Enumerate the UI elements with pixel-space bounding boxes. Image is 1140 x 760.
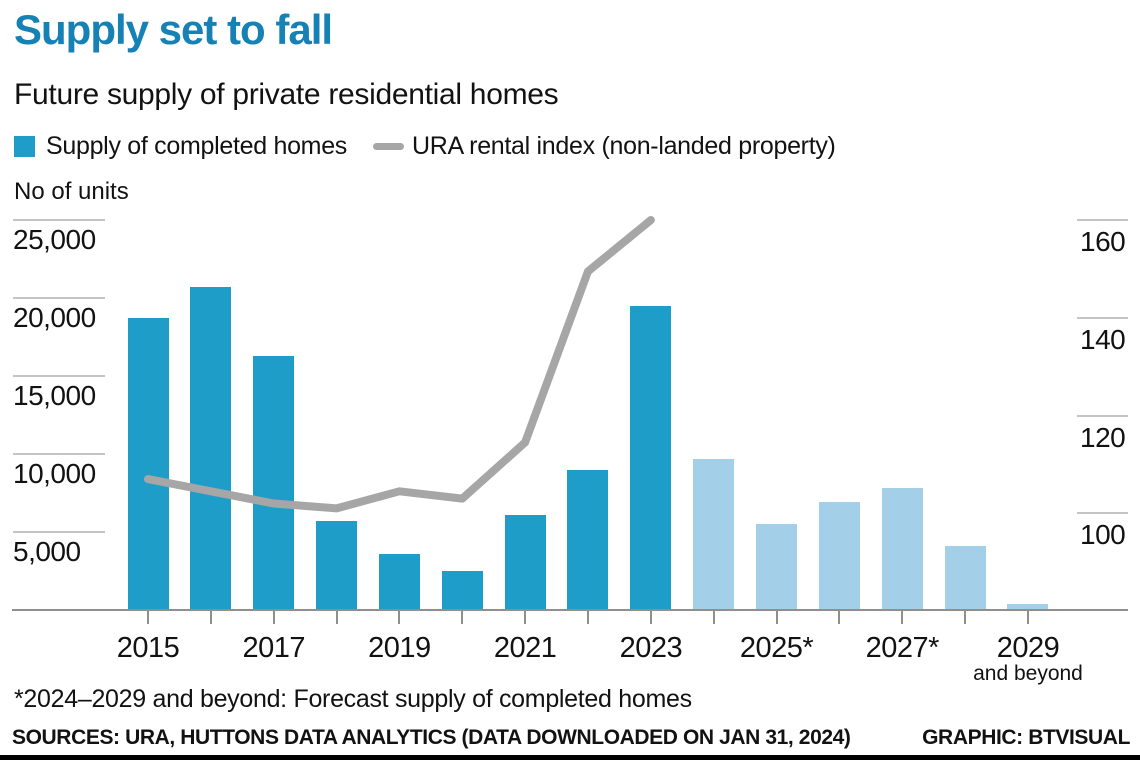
right-axis-label: 100 bbox=[1080, 519, 1126, 551]
right-gridline bbox=[1077, 219, 1128, 222]
x-axis-tick bbox=[775, 611, 778, 624]
bar-2021 bbox=[504, 514, 546, 610]
source-text: SOURCES: URA, HUTTONS DATA ANALYTICS (DA… bbox=[12, 726, 851, 749]
right-axis-label: 140 bbox=[1080, 323, 1126, 355]
right-axis-label: 120 bbox=[1080, 421, 1126, 453]
chart-title: Supply set to fall bbox=[14, 6, 333, 53]
bar-series-swatch-icon bbox=[14, 136, 35, 157]
right-gridline bbox=[1077, 414, 1128, 417]
x-axis-tick bbox=[524, 611, 527, 624]
line-series-label: URA rental index (non-landed property) bbox=[412, 132, 836, 160]
x-axis-tick bbox=[964, 611, 967, 624]
left-axis-label: 20,000 bbox=[13, 302, 96, 333]
bar-2018 bbox=[316, 521, 358, 610]
x-axis-tick bbox=[461, 611, 464, 624]
x-axis-tick bbox=[649, 611, 652, 624]
left-axis-label: 5,000 bbox=[13, 536, 81, 567]
left-axis-label: 15,000 bbox=[13, 380, 96, 411]
x-axis-label: 2029 bbox=[996, 632, 1060, 664]
left-gridline bbox=[13, 453, 105, 455]
left-gridline bbox=[13, 219, 105, 221]
line-series-swatch-icon bbox=[373, 143, 405, 150]
x-axis-tick bbox=[901, 611, 904, 624]
x-axis-tick bbox=[398, 611, 401, 624]
right-gridline bbox=[1077, 512, 1128, 515]
bar-2026-forecast bbox=[818, 502, 860, 610]
x-axis-tick bbox=[1026, 611, 1029, 624]
x-axis-line bbox=[12, 609, 1128, 611]
x-axis-tick bbox=[586, 611, 589, 624]
x-axis-label: 2021 bbox=[493, 632, 557, 664]
chart-subtitle: Future supply of private residential hom… bbox=[14, 78, 559, 111]
bar-series-label: Supply of completed homes bbox=[46, 132, 348, 160]
legend: Supply of completed homes URA rental ind… bbox=[14, 132, 836, 161]
y-axis-title: No of units bbox=[14, 178, 129, 205]
x-axis-label: 2027* bbox=[865, 632, 940, 664]
source-row: SOURCES: URA, HUTTONS DATA ANALYTICS (DA… bbox=[12, 726, 1130, 750]
bottom-rule bbox=[0, 755, 1140, 760]
x-axis-label: 2025* bbox=[739, 632, 814, 664]
bar-2017 bbox=[253, 355, 295, 610]
x-axis-tick bbox=[147, 611, 149, 624]
bar-2027-forecast bbox=[881, 488, 923, 610]
bar-2016 bbox=[190, 287, 232, 610]
left-gridline bbox=[13, 297, 105, 299]
bar-2015 bbox=[127, 318, 169, 610]
x-axis-sublabel: and beyond bbox=[973, 662, 1083, 685]
bar-2019 bbox=[378, 553, 420, 610]
bar-2020 bbox=[441, 571, 483, 610]
x-axis-tick bbox=[272, 611, 275, 624]
x-axis-label: 2017 bbox=[242, 632, 305, 664]
credit-text: GRAPHIC: BTVISUAL bbox=[922, 726, 1130, 749]
left-axis-label: 10,000 bbox=[13, 458, 96, 489]
left-gridline bbox=[13, 375, 105, 377]
bar-2022 bbox=[567, 469, 609, 610]
bar-2023 bbox=[630, 305, 672, 610]
x-axis-tick bbox=[712, 611, 715, 624]
bar-2029-forecast bbox=[1007, 603, 1049, 610]
footnote: *2024–2029 and beyond: Forecast supply o… bbox=[14, 685, 692, 713]
x-axis-label: 2023 bbox=[619, 632, 683, 664]
right-axis-label: 160 bbox=[1080, 226, 1126, 258]
left-axis-label: 25,000 bbox=[13, 224, 96, 255]
x-axis-tick bbox=[209, 611, 212, 624]
bar-2024-forecast bbox=[693, 458, 735, 610]
x-axis-label: 2015 bbox=[116, 632, 180, 664]
x-axis-label: 2019 bbox=[368, 632, 431, 664]
bar-2028-forecast bbox=[944, 546, 986, 610]
x-axis-tick bbox=[838, 611, 841, 624]
right-gridline bbox=[1077, 316, 1128, 319]
bar-2025-forecast bbox=[756, 524, 798, 610]
x-axis-tick bbox=[335, 611, 338, 624]
left-gridline bbox=[13, 531, 105, 533]
